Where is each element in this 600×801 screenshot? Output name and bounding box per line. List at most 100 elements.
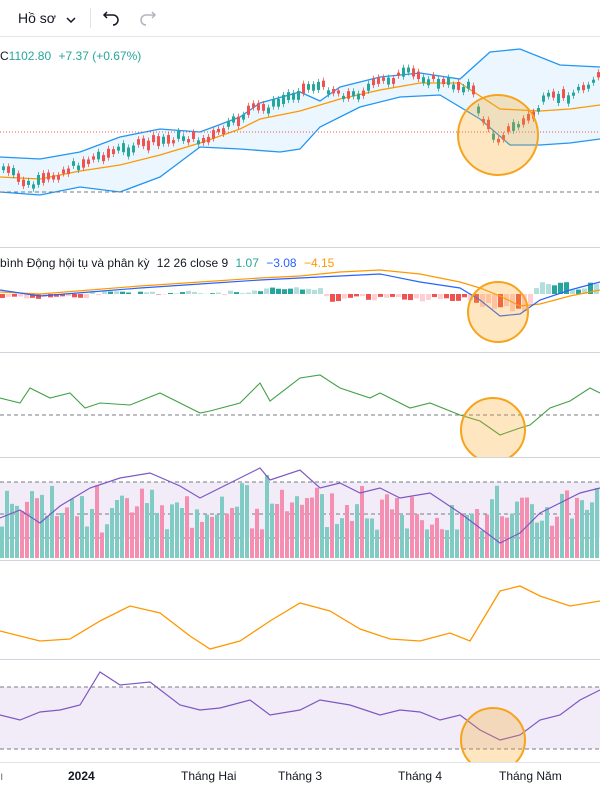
candle-body bbox=[262, 104, 265, 111]
volume-bar bbox=[155, 513, 159, 558]
candle-body bbox=[417, 72, 420, 79]
volume-bar bbox=[255, 509, 259, 558]
volume-bar bbox=[80, 496, 84, 558]
volume-bar bbox=[580, 500, 584, 558]
candle-body bbox=[77, 166, 80, 171]
volume-bar bbox=[20, 511, 24, 558]
volume-bar bbox=[490, 499, 494, 558]
volume-bar bbox=[175, 502, 179, 558]
macd-histogram-bar bbox=[300, 290, 305, 294]
candle-body bbox=[287, 92, 290, 100]
volume-bar bbox=[100, 532, 104, 558]
candle-body bbox=[587, 85, 590, 89]
candle-body bbox=[87, 159, 90, 164]
macd-histogram-bar bbox=[102, 291, 107, 294]
macd-histogram-bar bbox=[336, 294, 341, 301]
volume-bar bbox=[455, 529, 459, 558]
highlight-circle bbox=[461, 708, 525, 762]
profile-dropdown[interactable]: Hồ sơ bbox=[18, 7, 76, 29]
macd-histogram-bar bbox=[408, 294, 413, 300]
candle-body bbox=[222, 128, 225, 134]
candle-body bbox=[272, 99, 275, 107]
volume-bar bbox=[595, 488, 599, 558]
candle-body bbox=[562, 89, 565, 98]
candle-body bbox=[552, 92, 555, 98]
volume-bar bbox=[520, 498, 524, 558]
candle-body bbox=[67, 168, 70, 173]
volume-bar bbox=[340, 518, 344, 558]
volume-bar bbox=[210, 517, 214, 558]
volume-bar bbox=[90, 509, 94, 558]
macd-histogram-bar bbox=[462, 294, 467, 297]
candle-body bbox=[427, 79, 430, 85]
macd-histogram-bar bbox=[78, 294, 83, 298]
macd-histogram-bar bbox=[372, 294, 377, 300]
macd-histogram-bar bbox=[150, 292, 155, 294]
candle-body bbox=[367, 84, 370, 91]
candle-body bbox=[277, 99, 280, 107]
volume-bar bbox=[435, 518, 439, 558]
undo-button[interactable] bbox=[102, 7, 120, 29]
oscillator-pane-orange[interactable] bbox=[0, 561, 600, 659]
highlight-circle bbox=[468, 282, 528, 342]
macd-histogram-bar bbox=[354, 294, 359, 296]
volume-pane[interactable] bbox=[0, 458, 600, 560]
oscillator-pane-green[interactable] bbox=[0, 353, 600, 457]
candle-body bbox=[332, 89, 335, 93]
macd-histogram-bar bbox=[342, 294, 347, 299]
volume-bar bbox=[325, 527, 329, 558]
macd-histogram-bar bbox=[282, 289, 287, 294]
macd-histogram-bar bbox=[210, 293, 215, 294]
volume-bar bbox=[105, 524, 109, 558]
volume-bar bbox=[320, 494, 324, 558]
macd-histogram-bar bbox=[384, 294, 389, 298]
candle-body bbox=[127, 147, 130, 156]
rsi-pane[interactable] bbox=[0, 660, 600, 762]
candle-body bbox=[572, 93, 575, 96]
volume-bar bbox=[75, 516, 79, 558]
macd-histogram-bar bbox=[330, 294, 335, 302]
orange-oscillator-line bbox=[0, 586, 600, 649]
volume-bar bbox=[180, 508, 184, 558]
x-label-apr: Tháng 4 bbox=[398, 769, 442, 783]
volume-bar bbox=[195, 509, 199, 558]
price-pane[interactable]: C1102.80 +7.37 (+0.67%) bbox=[0, 37, 600, 247]
macd-histogram-bar bbox=[318, 288, 323, 294]
macd-name: bình Động hội tụ và phân kỳ bbox=[0, 256, 149, 270]
volume-bar bbox=[170, 504, 174, 558]
candle-body bbox=[92, 156, 95, 159]
macd-histogram-bar bbox=[270, 288, 275, 294]
volume-bar bbox=[440, 529, 444, 558]
macd-histogram-bar bbox=[312, 290, 317, 294]
candle-body bbox=[182, 136, 185, 141]
time-axis[interactable]: ı 2024 Tháng Hai Tháng 3 Tháng 4 Tháng N… bbox=[0, 762, 600, 801]
candle-body bbox=[382, 77, 385, 80]
candle-body bbox=[347, 91, 350, 99]
volume-bar bbox=[50, 486, 54, 558]
candle-body bbox=[117, 147, 120, 151]
volume-bar bbox=[385, 494, 389, 558]
volume-bar bbox=[160, 505, 164, 558]
candle-body bbox=[392, 78, 395, 84]
macd-histogram-bar bbox=[240, 293, 245, 294]
macd-histogram-bar bbox=[390, 294, 395, 297]
candle-body bbox=[372, 79, 375, 85]
volume-bar bbox=[15, 506, 19, 558]
macd-histogram-bar bbox=[222, 294, 227, 295]
volume-bar bbox=[405, 528, 409, 558]
candle-body bbox=[537, 108, 540, 112]
volume-bar bbox=[285, 511, 289, 558]
macd-histogram-bar bbox=[366, 294, 371, 300]
macd-histogram-bar bbox=[288, 289, 293, 294]
candle-body bbox=[577, 87, 580, 90]
volume-bar bbox=[220, 497, 224, 558]
volume-bar bbox=[260, 529, 264, 558]
volume-bar bbox=[10, 504, 14, 558]
redo-button[interactable] bbox=[139, 7, 157, 29]
macd-pane[interactable]: bình Động hội tụ và phân kỳ 12 26 close … bbox=[0, 248, 600, 352]
macd-histogram-bar bbox=[186, 291, 191, 294]
candle-body bbox=[157, 136, 160, 146]
macd-histogram-bar bbox=[192, 292, 197, 294]
volume-bar bbox=[265, 475, 269, 558]
candle-body bbox=[52, 175, 55, 179]
